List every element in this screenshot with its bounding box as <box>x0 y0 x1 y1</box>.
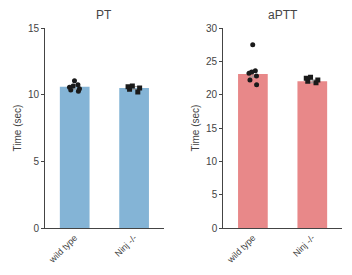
svg-text:wild type: wild type <box>225 233 258 266</box>
svg-text:5: 5 <box>212 189 218 200</box>
svg-text:Ninj -/-: Ninj -/- <box>291 233 317 259</box>
svg-text:wild type: wild type <box>47 233 80 266</box>
svg-text:5: 5 <box>33 156 39 167</box>
svg-text:Ninj -/-: Ninj -/- <box>113 233 139 259</box>
svg-text:Time (sec): Time (sec) <box>190 105 201 152</box>
svg-text:30: 30 <box>206 23 218 34</box>
svg-text:15: 15 <box>28 23 40 34</box>
svg-text:15: 15 <box>206 123 218 134</box>
svg-text:10: 10 <box>28 89 40 100</box>
svg-text:20: 20 <box>206 89 218 100</box>
svg-text:Time (sec): Time (sec) <box>12 105 23 152</box>
svg-text:PT: PT <box>96 8 112 22</box>
svg-text:aPTT: aPTT <box>268 8 298 22</box>
svg-text:10: 10 <box>206 156 218 167</box>
svg-text:0: 0 <box>212 223 218 234</box>
svg-text:25: 25 <box>206 56 218 67</box>
svg-text:0: 0 <box>33 223 39 234</box>
